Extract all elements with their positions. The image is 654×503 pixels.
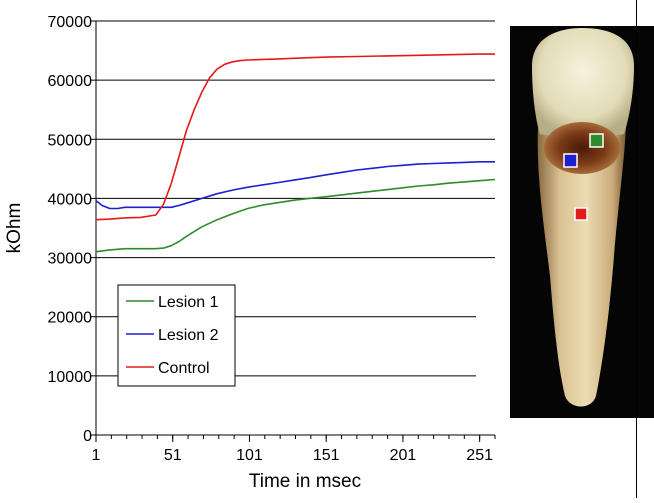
y-tick-label-10000: 10000	[48, 369, 93, 386]
tooth-photo	[510, 26, 654, 418]
legend-label-lesion-2: Lesion 2	[158, 327, 219, 344]
x-tick-label-151: 151	[313, 447, 340, 464]
y-tick-label-50000: 50000	[48, 132, 93, 149]
y-tick-labels: 0 10000 20000 30000 40000 50000 60000 70000	[48, 14, 93, 445]
x-tick-label-251: 251	[466, 447, 493, 464]
legend: Lesion 1 Lesion 2 Control	[117, 284, 236, 387]
legend-label-lesion-1: Lesion 1	[158, 294, 219, 311]
x-axis-title: Time in msec	[249, 471, 361, 492]
series-line-control	[95, 53, 495, 221]
y-tick-label-70000: 70000	[48, 14, 93, 31]
series-line-lesion-1	[95, 178, 496, 253]
x-tick-label-51: 51	[164, 447, 182, 464]
tooth-root	[537, 126, 626, 407]
axes	[95, 21, 496, 442]
y-tick-label-40000: 40000	[48, 191, 93, 208]
frame-edge	[636, 0, 637, 498]
y-tick-label-60000: 60000	[48, 73, 93, 90]
series-line-lesion-2	[95, 161, 495, 210]
x-tick-label-1: 1	[92, 447, 101, 464]
y-tick-label-20000: 20000	[48, 310, 93, 327]
x-tick-labels: 1 51 101 151 201 251	[92, 447, 494, 464]
y-tick-label-0: 0	[83, 428, 92, 445]
y-axis-title: kOhm	[4, 203, 25, 254]
series-lines	[95, 53, 496, 253]
marker-control	[574, 207, 588, 221]
marker-lesion1	[589, 133, 604, 148]
x-tick-label-101: 101	[236, 447, 263, 464]
lesion-area	[544, 122, 620, 174]
legend-box	[117, 284, 236, 387]
marker-lesion2	[563, 153, 578, 168]
tooth-crown	[532, 28, 634, 137]
y-tick-label-30000: 30000	[48, 251, 93, 268]
legend-label-control: Control	[158, 360, 210, 377]
x-tick-label-201: 201	[390, 447, 417, 464]
